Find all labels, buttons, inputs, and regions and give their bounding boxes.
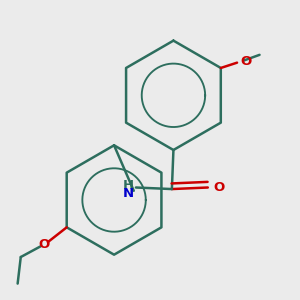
Text: N: N [123, 187, 134, 200]
Text: O: O [240, 55, 251, 68]
Text: O: O [39, 238, 50, 251]
Text: H: H [123, 179, 134, 192]
Text: O: O [213, 181, 225, 194]
